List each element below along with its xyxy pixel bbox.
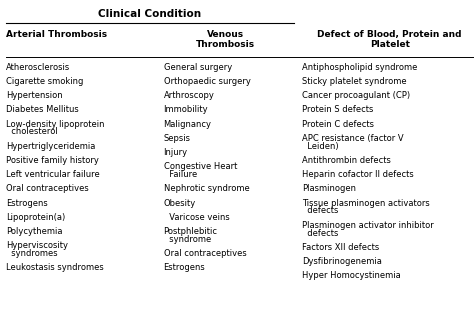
- Text: Leukostasis syndromes: Leukostasis syndromes: [6, 264, 103, 272]
- Text: Estrogens: Estrogens: [6, 199, 47, 208]
- Text: defects: defects: [302, 228, 339, 238]
- Text: Malignancy: Malignancy: [164, 120, 211, 129]
- Text: Atherosclerosis: Atherosclerosis: [6, 63, 70, 72]
- Text: Positive family history: Positive family history: [6, 156, 99, 165]
- Text: Lipoprotein(a): Lipoprotein(a): [6, 213, 65, 222]
- Text: Oral contraceptives: Oral contraceptives: [6, 184, 89, 193]
- Text: Leiden): Leiden): [302, 142, 339, 151]
- Text: Plasminogen activator inhibitor: Plasminogen activator inhibitor: [302, 221, 434, 230]
- Text: Sticky platelet syndrome: Sticky platelet syndrome: [302, 77, 407, 86]
- Text: Immobility: Immobility: [164, 105, 208, 114]
- Text: defects: defects: [302, 207, 339, 215]
- Text: Varicose veins: Varicose veins: [164, 213, 229, 222]
- Text: Cigarette smoking: Cigarette smoking: [6, 77, 83, 86]
- Text: Arterial Thrombosis: Arterial Thrombosis: [6, 30, 107, 39]
- Text: Dysfibrinogenemia: Dysfibrinogenemia: [302, 257, 383, 266]
- Text: Sepsis: Sepsis: [164, 134, 191, 143]
- Text: Obesity: Obesity: [164, 199, 196, 208]
- Text: Nephrotic syndrome: Nephrotic syndrome: [164, 184, 249, 193]
- Text: Oral contraceptives: Oral contraceptives: [164, 249, 246, 258]
- Text: Low-density lipoprotein: Low-density lipoprotein: [6, 120, 104, 129]
- Text: Hypertriglyceridemia: Hypertriglyceridemia: [6, 142, 95, 151]
- Text: syndromes: syndromes: [6, 249, 57, 258]
- Text: General surgery: General surgery: [164, 63, 232, 72]
- Text: Hypertension: Hypertension: [6, 91, 62, 100]
- Text: Hyperviscosity: Hyperviscosity: [6, 241, 68, 250]
- Text: Venous
Thrombosis: Venous Thrombosis: [196, 30, 255, 49]
- Text: Protein C defects: Protein C defects: [302, 120, 374, 129]
- Text: Plasminogen: Plasminogen: [302, 184, 356, 193]
- Text: Defect of Blood, Protein and
Platelet: Defect of Blood, Protein and Platelet: [318, 30, 462, 49]
- Text: syndrome: syndrome: [164, 235, 211, 244]
- Text: Factors XII defects: Factors XII defects: [302, 243, 380, 252]
- Text: Estrogens: Estrogens: [164, 264, 205, 272]
- Text: Antiphospholipid syndrome: Antiphospholipid syndrome: [302, 63, 418, 72]
- Text: Orthopaedic surgery: Orthopaedic surgery: [164, 77, 250, 86]
- Text: Tissue plasminogen activators: Tissue plasminogen activators: [302, 199, 430, 208]
- Text: Protein S defects: Protein S defects: [302, 105, 374, 114]
- Text: Polycythemia: Polycythemia: [6, 227, 62, 236]
- Text: Failure: Failure: [164, 170, 197, 179]
- Text: Injury: Injury: [164, 148, 188, 157]
- Text: Diabetes Mellitus: Diabetes Mellitus: [6, 105, 78, 114]
- Text: Left ventricular failure: Left ventricular failure: [6, 170, 100, 179]
- Text: Heparin cofactor II defects: Heparin cofactor II defects: [302, 170, 414, 179]
- Text: Congestive Heart: Congestive Heart: [164, 162, 237, 171]
- Text: Arthroscopy: Arthroscopy: [164, 91, 214, 100]
- Text: Antithrombin defects: Antithrombin defects: [302, 156, 391, 165]
- Text: APC resistance (factor V: APC resistance (factor V: [302, 134, 404, 143]
- Text: Hyper Homocystinemia: Hyper Homocystinemia: [302, 271, 401, 280]
- Text: Cancer procoagulant (CP): Cancer procoagulant (CP): [302, 91, 410, 100]
- Text: Clinical Condition: Clinical Condition: [98, 9, 201, 19]
- Text: cholesterol: cholesterol: [6, 127, 57, 136]
- Text: Postphlebitic: Postphlebitic: [164, 227, 218, 236]
